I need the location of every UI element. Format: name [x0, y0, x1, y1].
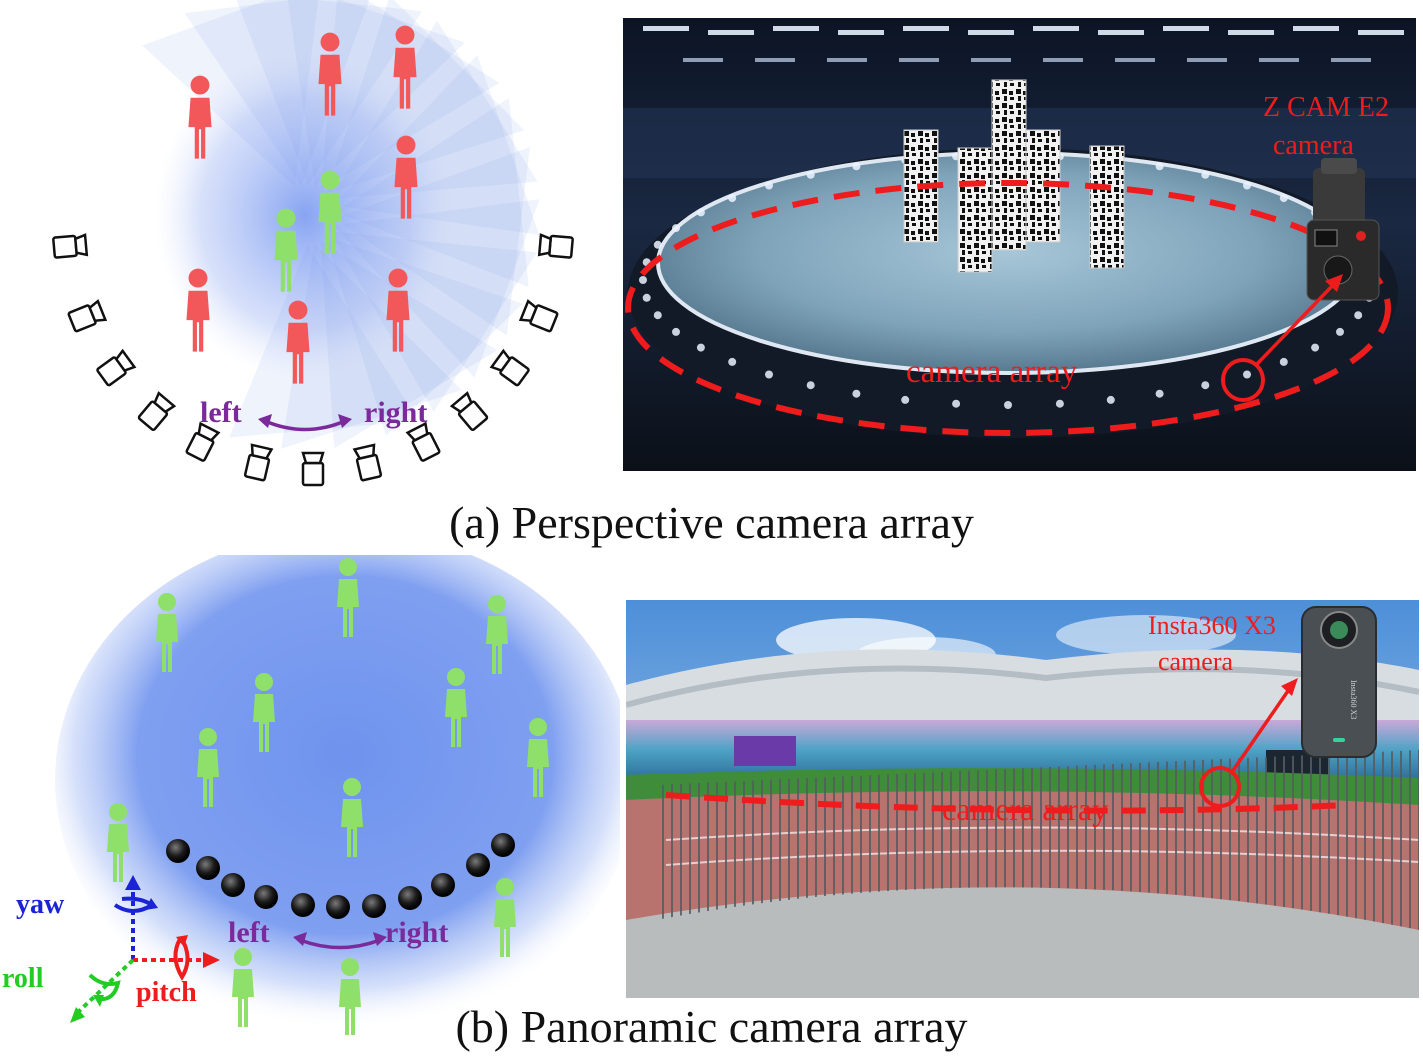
- calibration-towers: [903, 79, 1125, 273]
- panoramic-camera-icon: [398, 886, 422, 910]
- roll-label: roll: [2, 963, 44, 994]
- device-label: Insta360 X3: [1349, 680, 1358, 719]
- caption-a: (a) Perspective camera array: [449, 497, 974, 548]
- person-icon: [156, 593, 178, 672]
- pitch-label: pitch: [136, 977, 197, 1008]
- person-icon: [337, 558, 359, 637]
- camera-array-label: camera array: [906, 354, 1078, 390]
- person-icon: [341, 778, 363, 857]
- perspective-studio-photo: Z CAM E2 camera camera array: [623, 18, 1416, 471]
- panoramic-camera-icon: [196, 856, 220, 880]
- person-icon: [527, 718, 549, 797]
- panoramic-array-diagram: left right yaw roll pitch: [2, 555, 620, 1035]
- camera-callout-circle: [1199, 766, 1241, 808]
- panoramic-camera-icon: [291, 893, 315, 917]
- panoramic-camera-icon: [362, 894, 386, 918]
- yaw-label: yaw: [16, 889, 65, 920]
- person-icon: [186, 268, 210, 352]
- panoramic-camera-icon: [166, 839, 190, 863]
- panoramic-camera-icon: [254, 885, 278, 909]
- rotation-axes-icon: [70, 875, 220, 1023]
- person-icon: [253, 673, 275, 752]
- person-icon: [339, 958, 361, 1035]
- camera-array-highlight: [665, 792, 1347, 814]
- zcam-label-line1: Z CAM E2: [1263, 92, 1389, 123]
- railing: [656, 750, 1419, 930]
- camera-ring-lights: [639, 151, 1377, 409]
- person-icon: [318, 32, 342, 116]
- camera-array-label: camera array: [942, 791, 1108, 827]
- camera-icon: [449, 391, 489, 432]
- camera-icon: [243, 443, 274, 482]
- perspective-camera-ring: [52, 233, 574, 487]
- person-icon: [107, 803, 129, 882]
- camera-icon: [405, 421, 441, 462]
- camera-callout-circle: [1221, 358, 1265, 402]
- person-icon: [486, 595, 508, 674]
- insta360-camera-image: Insta360 X3: [1301, 606, 1377, 758]
- camera-icon: [518, 299, 559, 333]
- left-label: left: [228, 916, 270, 949]
- people-group: [186, 25, 418, 384]
- person-icon: [286, 300, 310, 384]
- perspective-array-diagram: left right: [52, 0, 574, 487]
- right-label: right: [385, 916, 448, 949]
- person-icon: [197, 728, 219, 807]
- left-right-arrow: [264, 419, 346, 432]
- person-icon: [445, 668, 467, 747]
- person-icon: [232, 948, 254, 1027]
- stage-floor: [658, 153, 1358, 373]
- person-icon: [318, 170, 342, 254]
- panoramic-camera-icon: [491, 833, 515, 857]
- people-group: [107, 558, 549, 1035]
- insta-label-line2: camera: [1158, 647, 1234, 676]
- zcam-camera-image: [1306, 158, 1380, 301]
- zcam-label-line2: camera: [1273, 130, 1354, 161]
- panoramic-camera-icon: [431, 873, 455, 897]
- person-icon: [188, 75, 212, 159]
- person-icon: [494, 878, 516, 957]
- camera-array-highlight: [625, 180, 1391, 436]
- camera-icon: [352, 443, 383, 482]
- ceiling-lights: [643, 26, 1404, 62]
- camera-view-frustums: [142, 0, 540, 449]
- caption-b: (b) Panoramic camera array: [455, 1001, 968, 1052]
- camera-icon: [52, 233, 89, 259]
- person-icon: [274, 208, 298, 292]
- camera-icon: [185, 421, 221, 462]
- camera-icon: [67, 299, 108, 333]
- panoramic-stadium-photo: Insta360 X3 Insta360 X3 camera camera ar…: [626, 600, 1419, 998]
- camera-icon: [137, 391, 177, 432]
- panoramic-camera-icon: [466, 853, 490, 877]
- panoramic-camera-icon: [326, 895, 350, 919]
- right-label: right: [364, 396, 427, 429]
- left-right-arrow: [299, 938, 381, 950]
- person-icon: [386, 268, 410, 352]
- panoramic-camera-ring: [166, 833, 515, 919]
- insta-label-line1: Insta360 X3: [1148, 611, 1276, 640]
- person-icon: [393, 25, 417, 109]
- panoramic-camera-icon: [221, 873, 245, 897]
- video-screen: [734, 736, 796, 766]
- camera-icon: [301, 451, 325, 487]
- person-icon: [394, 135, 418, 219]
- camera-icon: [96, 348, 137, 387]
- left-label: left: [200, 396, 242, 429]
- camera-icon: [537, 233, 574, 259]
- camera-icon: [489, 348, 530, 387]
